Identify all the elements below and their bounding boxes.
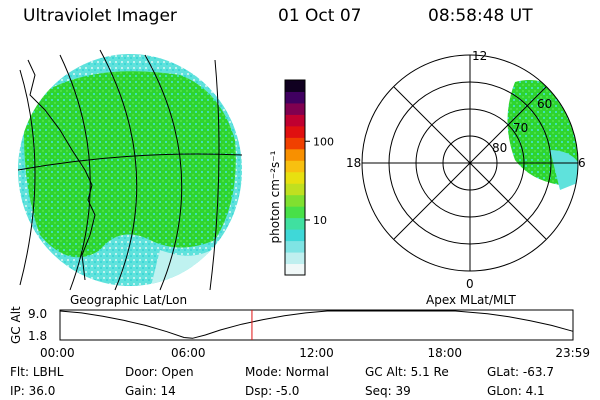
title-bar: Ultraviolet Imager 01 Oct 07 08:58:48 UT [0, 6, 600, 32]
colorbar-swatch [285, 125, 305, 138]
meridian-line [99, 49, 138, 291]
info-ip: IP: 36.0 [10, 384, 56, 398]
colorbar-swatch [285, 91, 305, 104]
meridian-line [144, 54, 183, 291]
y-tick-9: 9.0 [28, 307, 47, 321]
time-label: 08:58:48 UT [428, 6, 533, 26]
x-tick-label: 00:00 [40, 346, 75, 360]
colorbar-label: photon cm⁻²s⁻¹ [268, 150, 282, 244]
meridian-line [19, 69, 36, 286]
colorbar-swatch [285, 160, 305, 173]
altitude-curve [59, 310, 574, 339]
colorbar-swatch [285, 206, 305, 219]
mlt-label-6: 6 [578, 156, 586, 170]
emission-region [24, 71, 236, 258]
mlt-label-0: 0 [466, 277, 474, 291]
left-panel-label: Geographic Lat/Lon [70, 293, 187, 307]
timeline-frame [59, 309, 574, 341]
altitude-timeline: 00:00 06:00 12:00 18:00 23:59 9.0 1.8 GC Alt [9, 306, 590, 360]
date-label: 01 Oct 07 [278, 6, 362, 26]
colorbar-swatch [285, 80, 305, 92]
info-dsp: Dsp: -5.0 [245, 384, 300, 398]
info-door: Door: Open [125, 365, 194, 379]
x-tick-label: 23:59 [555, 346, 590, 360]
info-flt: Flt: LBHL [10, 365, 64, 379]
coastline [27, 59, 96, 281]
colorbar-swatch [285, 102, 305, 115]
polar-plot: 12 18 6 0 60 70 80 [346, 49, 586, 291]
colorbar-frame [284, 79, 306, 276]
colorbar-swatch [285, 114, 305, 127]
colorbar-tick-label: 100 [313, 135, 334, 148]
mlat-label-60: 60 [537, 97, 552, 111]
mlat-label-80: 80 [492, 141, 507, 155]
info-gc-alt: GC Alt: 5.1 Re [365, 365, 449, 379]
colorbar-swatch [285, 229, 305, 242]
colorbar-swatch [285, 263, 305, 276]
mlt-label-18: 18 [346, 156, 361, 170]
info-gain: Gain: 14 [125, 384, 176, 398]
colorbar: 10 100 [284, 79, 334, 276]
right-panel-label: Apex MLat/MLT [426, 293, 516, 307]
info-glat: GLat: -63.7 [487, 365, 554, 379]
mlt-label-12: 12 [472, 49, 487, 63]
info-glon: GLon: 4.1 [487, 384, 545, 398]
colorbar-swatch [285, 171, 305, 184]
x-tick-label: 06:00 [171, 346, 206, 360]
colorbar-tick-label: 10 [313, 214, 327, 227]
info-seq: Seq: 39 [365, 384, 411, 398]
colorbar-swatch [285, 194, 305, 207]
colorbar-swatch [285, 148, 305, 161]
colorbar-swatch [285, 183, 305, 196]
mlat-label-70: 70 [513, 121, 528, 135]
timeline-y-label: GC Alt [9, 306, 23, 344]
polar-axis-diagonal [393, 86, 547, 240]
meridian-line [209, 59, 220, 291]
colorbar-swatch [285, 217, 305, 230]
colorbar-swatch [285, 240, 305, 253]
colorbar-swatch [285, 252, 305, 265]
meridian-line [59, 54, 91, 291]
x-tick-label: 12:00 [299, 346, 334, 360]
info-mode: Mode: Normal [245, 365, 329, 379]
y-tick-1_8: 1.8 [28, 329, 47, 343]
timeline-x-ticks: 00:00 06:00 12:00 18:00 23:59 [40, 346, 590, 360]
colorbar-swatch [285, 137, 305, 150]
x-tick-label: 18:00 [427, 346, 462, 360]
instrument-title: Ultraviolet Imager [23, 6, 177, 26]
geographic-image [17, 49, 243, 291]
latitude-line [17, 153, 243, 171]
